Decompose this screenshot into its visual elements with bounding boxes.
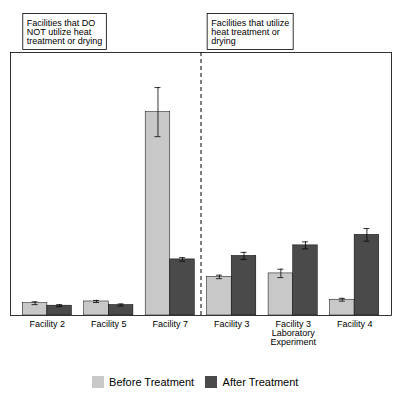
svg-text:Facility 7: Facility 7 — [153, 319, 189, 329]
html-text:After Treatment: After Treatment — [222, 375, 299, 388]
html-text:Before Treatment: Before Treatment — [109, 375, 195, 388]
svg-text:Facility 4: Facility 4 — [337, 319, 373, 329]
svg-text:Facility 5: Facility 5 — [91, 319, 127, 329]
svg-text:Facility 2: Facility 2 — [30, 319, 66, 329]
svg-text:Facilities that utilizeheat tr: Facilities that utilizeheat treatment or… — [211, 18, 289, 46]
svg-text:Facility 3LaboratoryExperiment: Facility 3LaboratoryExperiment — [270, 319, 316, 347]
svg-text:Facilities that DONOT utilize: Facilities that DONOT utilize heattreatm… — [27, 18, 103, 46]
svg-text:Facility 3: Facility 3 — [214, 319, 250, 329]
